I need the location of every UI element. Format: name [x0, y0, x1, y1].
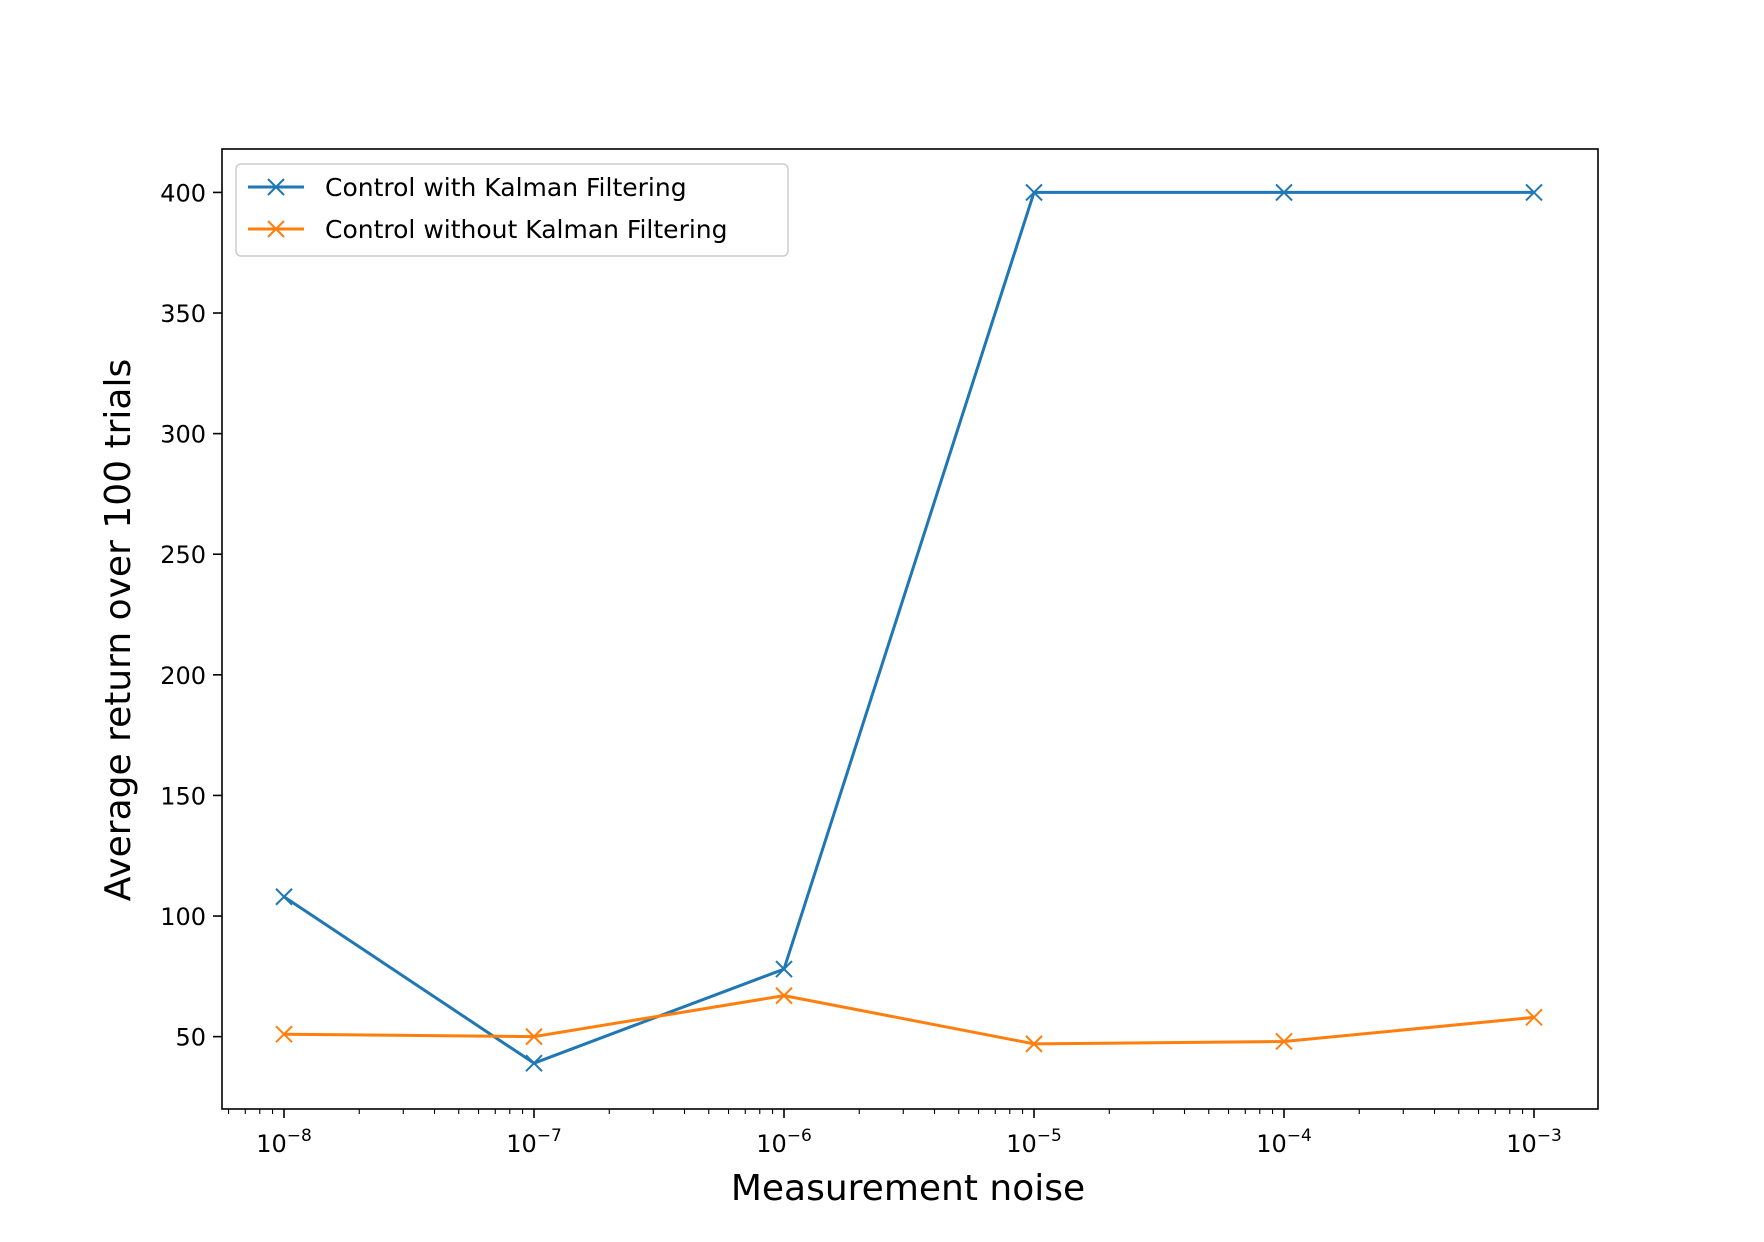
- y-tick-label: 100: [160, 903, 206, 931]
- x-axis-title: Measurement noise: [731, 1168, 1085, 1209]
- x-tick-label: 10−4: [1256, 1126, 1312, 1158]
- data-point-marker: [525, 1027, 543, 1046]
- y-axis: 50 100 150 200 250 300 350 400: [160, 179, 222, 1052]
- x-tick-label: 10−3: [1506, 1126, 1562, 1158]
- legend-label: Control with Kalman Filtering: [325, 173, 687, 202]
- data-point-marker: [275, 1025, 293, 1043]
- data-point-marker: [775, 986, 793, 1005]
- y-tick-label: 300: [160, 421, 206, 449]
- y-tick-label: 150: [160, 782, 206, 810]
- series-layer: [275, 183, 1543, 1072]
- plot-area: [221, 148, 1599, 1110]
- y-tick-label: 350: [160, 300, 206, 328]
- data-point-marker: [1525, 183, 1543, 202]
- y-tick-label: 250: [160, 541, 206, 569]
- data-point-marker: [1275, 183, 1293, 202]
- y-tick-label: 200: [160, 662, 206, 690]
- legend-label: Control without Kalman Filtering: [325, 215, 728, 244]
- data-point-marker: [525, 1054, 543, 1072]
- data-point-marker: [1525, 1008, 1543, 1027]
- legend-entry: Control without Kalman Filtering: [248, 215, 728, 244]
- data-point-marker: [1025, 1035, 1043, 1053]
- data-point-marker: [1275, 1032, 1293, 1051]
- legend: Control with Kalman Filtering Control wit…: [235, 163, 789, 257]
- series-line: [283, 994, 1535, 1046]
- x-minor-ticks: [227, 1109, 1524, 1114]
- data-point-marker: [267, 220, 285, 238]
- data-point-marker: [275, 888, 293, 906]
- y-axis-title: Average return over 100 trials: [98, 359, 139, 901]
- y-tick-label: 50: [175, 1024, 206, 1052]
- legend-box: [235, 163, 789, 257]
- x-tick-label: 10−7: [506, 1126, 562, 1158]
- x-tick-label: 10−6: [756, 1126, 812, 1158]
- data-point-marker: [775, 960, 793, 978]
- x-axis: 10−8 10−7 10−6 10−5 10−4 10−3: [256, 1109, 1562, 1158]
- data-point-marker: [1025, 183, 1043, 202]
- data-point-marker: [267, 178, 285, 196]
- legend-entry: Control with Kalman Filtering: [248, 173, 687, 202]
- x-tick-label: 10−8: [256, 1126, 312, 1158]
- y-tick-label: 400: [160, 179, 206, 207]
- series-2: [275, 986, 1543, 1053]
- x-tick-label: 10−5: [1006, 1126, 1062, 1158]
